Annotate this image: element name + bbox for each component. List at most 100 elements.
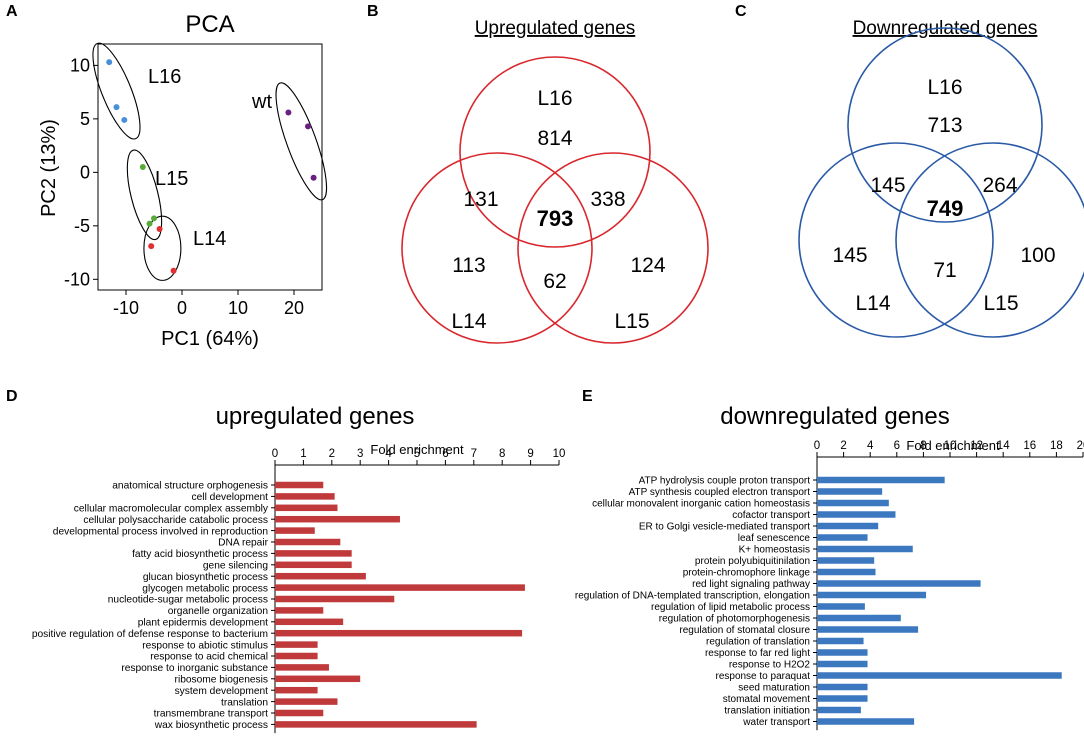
- bar-up-category-label: plant epidermis development: [138, 617, 268, 628]
- bar-down-category-label: protein polyubiquitinilation: [695, 556, 810, 567]
- bar-up-bar: [275, 675, 361, 683]
- bar-down-bar: [817, 626, 919, 633]
- venn-up-set-l16: L16: [537, 87, 572, 110]
- pca-label-l16: L16: [148, 66, 181, 88]
- bar-up-bar: [275, 584, 525, 591]
- venn-down-l16-l14: 145: [870, 174, 905, 197]
- venn-up-circle-l15: [517, 152, 709, 344]
- pca-point-l14-3: [170, 267, 177, 274]
- bar-down-category-label: regulation of translation: [706, 637, 810, 648]
- pca-label-l15: L15: [155, 168, 188, 190]
- bar-down-category-label: seed maturation: [738, 683, 810, 694]
- bar-down-bar: [817, 672, 1062, 679]
- bar-up-title: upregulated genes: [216, 403, 415, 430]
- bar-down-bar: [817, 718, 915, 725]
- bar-down-category-label: cellular monovalent inorganic cation hom…: [592, 499, 810, 510]
- venn-down-only-l16: 713: [927, 114, 962, 137]
- venn-down-circle-l14: [798, 142, 994, 338]
- bar-up-bar: [275, 493, 335, 500]
- bar-down-xtick-label: 6: [894, 440, 900, 452]
- bar-up-xtick-label: 5: [414, 448, 420, 460]
- venn-down-l16-l15: 264: [982, 174, 1017, 197]
- bar-up-category-label: positive regulation of defense response …: [32, 629, 268, 640]
- bar-down-title: downregulated genes: [720, 403, 950, 430]
- bar-up-bar: [275, 607, 324, 614]
- bar-down-bar: [817, 522, 879, 530]
- bar-up-category-label: DNA repair: [218, 538, 268, 549]
- venn-up-all: 793: [537, 206, 574, 231]
- bar-up-category-label: system development: [175, 686, 269, 697]
- pca-title: PCA: [185, 11, 234, 38]
- pca-xtick-label: 10: [228, 298, 248, 318]
- venn-up-l14-l15: 62: [543, 270, 566, 293]
- bar-down-bar: [817, 614, 901, 622]
- bar-up-bar: [275, 595, 395, 603]
- pca-ytick-label: 5: [80, 109, 90, 129]
- bar-up-category-label: anatomical structure orphogenesis: [112, 481, 268, 492]
- venn-down-set-l16: L16: [927, 76, 962, 99]
- bar-up-category-label: translation: [221, 697, 268, 708]
- bar-down-xlabel: Fold enrichment: [906, 438, 1000, 453]
- bar-down-bar: [817, 706, 861, 714]
- panel-letter-c: C: [735, 3, 747, 20]
- bar-up-bar: [275, 550, 352, 557]
- bar-down-xtick-label: 20: [1077, 440, 1084, 452]
- bar-up-category-label: gene silencing: [203, 560, 268, 571]
- bar-down-bar: [817, 660, 868, 668]
- pca-point-l14-1: [156, 226, 163, 233]
- panel-letter-a: A: [6, 3, 18, 20]
- bar-down-category-label: regulation of photomorphogenesis: [659, 614, 810, 625]
- bar-down-xtick-label: 14: [997, 440, 1010, 452]
- bar-up-category-label: fatty acid biosynthetic process: [132, 549, 268, 560]
- bar-down-bar: [817, 557, 875, 564]
- pca-ylabel: PC2 (13%): [38, 119, 60, 217]
- bar-up-category-label: ribosome biogenesis: [175, 674, 268, 685]
- venn-up-only-l14: 113: [452, 254, 485, 277]
- pca-ellipse-l16: [92, 42, 141, 140]
- bar-up-category-label: response to acid chemical: [150, 652, 268, 663]
- bar-up-category-label: wax biosynthetic process: [154, 720, 268, 731]
- bar-up-category-label: nucleotide-sugar metabolic process: [108, 595, 268, 606]
- bar-down-category-label: stomatal movement: [723, 694, 810, 705]
- bar-down-bar: [817, 580, 981, 587]
- go-bar-upregulated: upregulated genes Fold enrichment 0 1 2 3 4 5…: [32, 403, 565, 734]
- pca-chart: PCA L16 L15 L14 wt -10 0 10 20 10 5 0 -5 -10 PC…: [38, 11, 328, 350]
- bar-up-bar: [275, 721, 477, 728]
- bar-up-bar: [275, 664, 329, 671]
- bar-up-bar: [275, 686, 318, 694]
- bar-up-category-label: response to inorganic substance: [121, 663, 268, 674]
- venn-down-only-l14: 145: [832, 244, 867, 267]
- pca-point-wt-3: [310, 174, 317, 181]
- bar-up-category-label: response to abiotic stimulus: [142, 640, 268, 651]
- pca-point-l15-3: [151, 215, 157, 222]
- venn-downregulated: Downregulated genes L16 713 145 749 264 …: [798, 18, 1084, 338]
- bar-down-category-label: ER to Golgi vesicle-mediated transport: [639, 522, 810, 533]
- bar-down-xtick-label: 10: [944, 440, 957, 452]
- bar-down-bar: [817, 499, 889, 507]
- bar-down-category-label: ATP synthesis coupled electron transport: [629, 487, 811, 498]
- bar-down-category-label: regulation of stomatal closure: [679, 625, 810, 636]
- bar-down-bar: [817, 568, 876, 576]
- venn-down-l14-l15: 71: [933, 259, 956, 282]
- pca-xlabel: PC1 (64%): [161, 328, 259, 350]
- pca-xtick-label: 20: [284, 298, 304, 318]
- pca-point-l16-1: [106, 59, 113, 66]
- bar-down-category-label: regulation of DNA-templated transcriptio…: [575, 591, 810, 602]
- bar-up-bar: [275, 481, 324, 489]
- bar-up-category-label: glucan biosynthetic process: [143, 572, 268, 583]
- bar-down-category-label: red light signaling pathway: [692, 579, 810, 590]
- pca-point-l16-2: [113, 104, 120, 111]
- venn-up-set-l14: L14: [451, 310, 486, 333]
- pca-label-l14: L14: [193, 228, 226, 250]
- panel-letter-b: B: [367, 3, 379, 20]
- pca-ytick-label: -5: [74, 216, 90, 236]
- panel-letter-e: E: [582, 388, 593, 405]
- bar-up-category-label: developmental process involved in reprod…: [53, 526, 268, 537]
- venn-up-title: Upregulated genes: [475, 18, 636, 39]
- pca-plot-frame: [97, 43, 323, 291]
- bar-up-xtick-label: 4: [385, 448, 392, 460]
- venn-up-set-l15: L15: [614, 310, 649, 333]
- pca-point-l15-1: [139, 164, 146, 170]
- venn-up-only-l16: 814: [537, 127, 572, 150]
- bar-up-xtick-label: 3: [357, 448, 363, 460]
